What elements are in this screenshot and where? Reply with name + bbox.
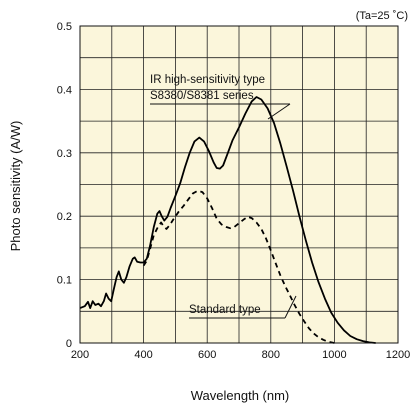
condition-label: (Ta=25 ˚C) [356,10,408,22]
x-tick-label: 1200 [386,349,410,361]
x-tick-label: 400 [134,349,152,361]
ir-series-label-line1: IR high-sensitivity type [150,74,265,86]
ir-series-label-line2: S8380/S8381 series [150,90,254,102]
y-tick-label: 0.4 [57,84,72,96]
standard-label-leader [284,295,297,319]
y-tick-label: 0.3 [57,148,72,160]
standard-series-label: Standard type [189,304,261,316]
x-axis-title: Wavelength (nm) [191,388,290,403]
y-tick-label: 0.2 [57,211,72,223]
grid-lines [80,26,398,343]
y-tick-labels: 0 0.1 0.2 0.3 0.4 0.5 [57,21,72,350]
standard-series-line [142,189,335,344]
y-tick-label: 0 [66,338,72,350]
x-tick-label: 600 [198,349,216,361]
plot-frame [79,25,399,344]
x-tick-label: 200 [71,349,89,361]
y-tick-label: 0.1 [57,275,72,287]
x-tick-label: 1000 [322,349,346,361]
x-tick-labels: 200 400 600 800 1000 1200 [71,349,410,361]
series-lines [79,96,376,344]
annotation-leaders [150,103,297,319]
ir-series-line [79,96,376,344]
y-tick-label: 0.5 [57,21,72,33]
x-tick-label: 800 [262,349,280,361]
y-axis-title: Photo sensitivity (A/W) [8,121,23,252]
ir-label-leader [267,103,291,120]
